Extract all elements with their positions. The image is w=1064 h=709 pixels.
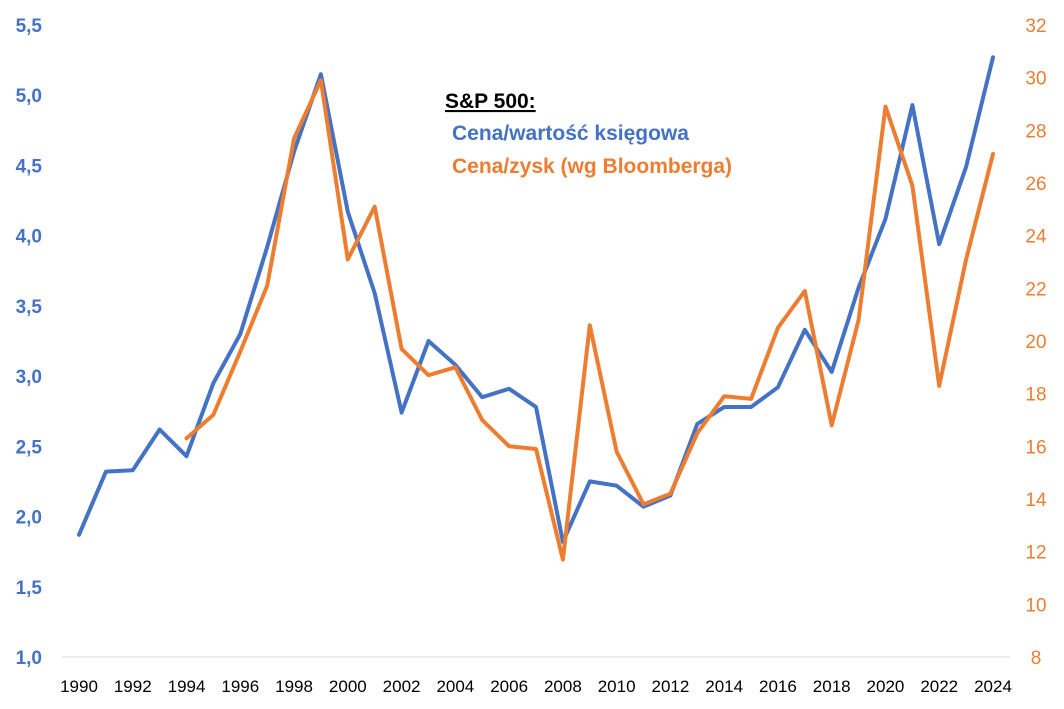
right-axis-tick-label: 20 [1025,332,1046,353]
legend-label-price-to-earnings: Cena/zysk (wg Bloomberga) [452,155,732,178]
x-axis-tick-label: 2020 [867,677,905,696]
right-axis-tick-label: 26 [1025,174,1046,195]
left-axis-tick-label: 5,0 [16,86,42,107]
x-axis-tick-label: 2024 [974,677,1012,696]
right-axis-tick-label: 32 [1025,16,1046,37]
right-axis-tick-label: 16 [1025,437,1046,458]
x-axis-tick-label: 1992 [114,677,152,696]
right-axis-ticks: 8 10 12 14 16 18 20 22 24 26 28 30 32 [1025,16,1047,669]
chart-title: S&P 500: [445,90,536,113]
left-axis-tick-label: 2,5 [16,437,43,458]
x-axis-tick-label: 2006 [490,677,528,696]
x-axis-tick-label: 2018 [813,677,851,696]
x-axis-tick-label: 2002 [383,677,421,696]
x-axis-tick-label: 1998 [275,677,313,696]
legend-label-price-to-book: Cena/wartość księgowa [452,122,689,145]
series-layer [77,55,995,562]
left-axis-tick-label: 4,0 [16,227,42,248]
x-axis-tick-label: 2014 [705,677,743,696]
x-axis-tick-label: 1994 [168,677,206,696]
right-axis-tick-label: 10 [1025,595,1046,616]
right-axis-tick-label: 28 [1025,121,1046,142]
x-axis-tick-label: 1990 [60,677,98,696]
series-line-price-to-book [77,55,995,544]
left-axis-tick-label: 3,5 [16,297,43,318]
left-axis-tick-label: 5,5 [16,16,43,37]
left-axis-ticks: 1,0 1,5 2,0 2,5 3,0 3,5 4,0 4,5 5,0 5,5 [16,16,43,669]
x-axis-tick-label: 2012 [651,677,689,696]
right-axis-tick-label: 18 [1025,385,1046,406]
x-axis-tick-label: 2004 [436,677,474,696]
right-axis-tick-label: 14 [1025,490,1047,511]
right-axis-tick-label: 12 [1025,543,1046,564]
left-axis-tick-label: 3,0 [16,367,42,388]
x-axis-ticks: 1990 1992 1994 1996 1998 2000 2002 2004 2006 2008… [60,677,1012,696]
right-axis-tick-label: 8 [1031,648,1042,669]
legend: S&P 500: Cena/wartość księgowa Cena/zysk… [445,90,732,178]
left-axis-tick-label: 2,0 [16,508,42,529]
right-axis-tick-label: 22 [1025,279,1046,300]
series-line-price-to-earnings [184,78,995,562]
right-axis-tick-label: 24 [1025,227,1047,248]
left-axis-tick-label: 1,0 [16,648,42,669]
x-axis-tick-label: 2008 [544,677,582,696]
x-axis-tick-label: 2022 [920,677,958,696]
x-axis-tick-label: 2016 [759,677,797,696]
x-axis-tick-label: 1996 [221,677,259,696]
x-axis-tick-label: 2010 [598,677,636,696]
left-axis-tick-label: 4,5 [16,156,43,177]
right-axis-tick-label: 30 [1025,69,1046,90]
x-axis-tick-label: 2000 [329,677,367,696]
left-axis-tick-label: 1,5 [16,578,43,599]
